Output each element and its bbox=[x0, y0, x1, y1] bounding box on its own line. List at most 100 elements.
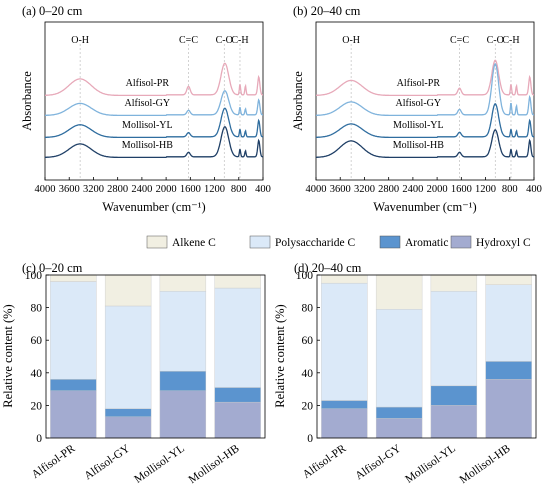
spectrum-alfisol-gy bbox=[45, 90, 263, 117]
band-label-3: C-H bbox=[502, 35, 519, 46]
series-label-mollisol-yl: Mollisol-YL bbox=[393, 120, 444, 131]
bar-alfisol-pr-aromatic-c bbox=[50, 379, 97, 391]
panel-b-spectra bbox=[316, 59, 534, 159]
ftir-panel-a: (a) 0–20 cm O-H C=C C-OC-H Alfisol-PRAlfis… bbox=[20, 4, 271, 214]
bar-mollisol-hb-aromatic-c bbox=[214, 387, 261, 403]
y-tick-label-0: 0 bbox=[307, 433, 313, 445]
panel-c-frame bbox=[45, 274, 266, 439]
bar-panel-c: (c) 0–20 cm 0 20 40 60 80 100 Alfisol-PR Alfis… bbox=[1, 261, 266, 485]
series-label-alfisol-pr: Alfisol-PR bbox=[126, 78, 170, 89]
bar-mollisol-hb-hydroxyl-c bbox=[485, 379, 532, 439]
y-tick-label-40: 40 bbox=[31, 368, 43, 380]
bar-alfisol-pr-hydroxyl-c bbox=[321, 408, 368, 439]
legend-label-hydroxyl: Hydroxyl C bbox=[476, 237, 531, 249]
legend-swatch-alkene bbox=[146, 235, 168, 249]
spectrum-alfisol-gy bbox=[316, 62, 534, 117]
band-label-1: C=C bbox=[179, 35, 198, 46]
legend-label-polysaccharide: Polysaccharide C bbox=[275, 237, 355, 249]
x-tick-label-400: 400 bbox=[526, 184, 542, 195]
bar-mollisol-hb-aromatic-c bbox=[485, 361, 532, 380]
bar-alfisol-gy-hydroxyl-c bbox=[104, 416, 152, 439]
band-label-0: O-H bbox=[342, 35, 360, 46]
bar-mollisol-yl-alkene-c bbox=[430, 274, 478, 292]
x-tick-label-2000: 2000 bbox=[427, 184, 448, 195]
category-label-mollisol-hb: Mollisol-HB bbox=[187, 442, 242, 485]
bar-mollisol-yl-hydroxyl-c bbox=[159, 390, 207, 439]
panel-d-bars bbox=[321, 274, 532, 439]
bar-alfisol-pr-alkene-c bbox=[50, 274, 97, 282]
bar-mollisol-hb-alkene-c bbox=[214, 274, 261, 289]
x-tick-label-4000: 4000 bbox=[35, 184, 56, 195]
series-label-mollisol-hb: Mollisol-HB bbox=[122, 140, 173, 151]
bar-alfisol-pr-aromatic-c bbox=[321, 400, 368, 409]
x-tick-label-800: 800 bbox=[231, 184, 247, 195]
x-tick-label-2000: 2000 bbox=[156, 184, 177, 195]
x-tick-label-800: 800 bbox=[502, 184, 518, 195]
bar-alfisol-pr-polysaccharide-c bbox=[321, 282, 368, 401]
panel-b-series-labels: Alfisol-PR Alfisol-GY Mollisol-YL Mollisol-… bbox=[393, 78, 444, 151]
x-tick-label-4000: 4000 bbox=[306, 184, 327, 195]
bar-mollisol-yl-alkene-c bbox=[159, 274, 207, 292]
legend-swatch-aromatic bbox=[379, 235, 401, 249]
spectrum-mollisol-hb bbox=[45, 126, 263, 159]
y-tick-label-80: 80 bbox=[302, 303, 314, 315]
bar-alfisol-gy-aromatic-c bbox=[104, 408, 152, 418]
band-label-0: O-H bbox=[71, 35, 89, 46]
bar-alfisol-gy-polysaccharide-c bbox=[375, 309, 423, 408]
panel-a-y-label: Absorbance bbox=[20, 71, 34, 131]
y-tick-label-100: 100 bbox=[25, 270, 43, 282]
x-tick-label-1200: 1200 bbox=[475, 184, 496, 195]
legend-label-alkene: Alkene C bbox=[172, 237, 216, 249]
y-tick-label-80: 80 bbox=[31, 303, 43, 315]
category-label-alfisol-pr: Alfisol-PR bbox=[301, 442, 349, 481]
x-tick-label-3200: 3200 bbox=[354, 184, 375, 195]
panel-b-frame bbox=[315, 21, 535, 181]
panel-c-y-ticks: 0 20 40 60 80 100 bbox=[25, 270, 49, 445]
bar-mollisol-yl-aromatic-c bbox=[159, 370, 207, 391]
panel-d-y-label: Relative content (%) bbox=[273, 304, 287, 407]
panel-b-y-label: Absorbance bbox=[291, 71, 305, 131]
spectrum-mollisol-yl bbox=[316, 103, 534, 139]
band-label-3: C-H bbox=[231, 35, 248, 46]
category-label-mollisol-yl: Mollisol-YL bbox=[403, 443, 458, 485]
y-tick-label-0: 0 bbox=[36, 433, 42, 445]
panel-b-band-labels: O-H C=C C-OC-H bbox=[342, 35, 519, 46]
bar-mollisol-yl-polysaccharide-c bbox=[430, 291, 478, 387]
x-tick-label-2400: 2400 bbox=[131, 184, 152, 195]
legend-swatch-polysaccharide bbox=[249, 235, 271, 249]
x-tick-label-1200: 1200 bbox=[204, 184, 225, 195]
band-label-2: C-O bbox=[487, 35, 504, 46]
panel-d-title: (d) 20–40 cm bbox=[294, 261, 362, 275]
y-tick-label-60: 60 bbox=[31, 335, 43, 347]
bar-mollisol-hb-hydroxyl-c bbox=[214, 401, 261, 439]
y-tick-label-100: 100 bbox=[296, 270, 314, 282]
series-label-mollisol-yl: Mollisol-YL bbox=[122, 120, 173, 131]
bar-mollisol-hb-alkene-c bbox=[485, 274, 532, 285]
panel-b-band-guides bbox=[350, 44, 512, 180]
series-label-alfisol-gy: Alfisol-GY bbox=[125, 98, 171, 109]
panel-d-category-labels: Alfisol-PR Alfisol-GY Mollisol-YL Mollisol-… bbox=[301, 442, 513, 485]
category-label-alfisol-gy: Alfisol-GY bbox=[82, 442, 132, 482]
spectrum-mollisol-yl bbox=[45, 107, 263, 139]
x-tick-label-1600: 1600 bbox=[180, 184, 201, 195]
band-label-1: C=C bbox=[450, 35, 469, 46]
band-label-2: C-O bbox=[216, 35, 233, 46]
panel-a-x-ticks: 4000 3600 3200 2800 2400 2000 1600 1200 800 400 bbox=[35, 177, 271, 195]
x-tick-label-400: 400 bbox=[255, 184, 271, 195]
category-label-mollisol-yl: Mollisol-YL bbox=[132, 443, 187, 485]
spectrum-alfisol-pr bbox=[316, 59, 534, 97]
panel-d-y-ticks: 0 20 40 60 80 100 bbox=[296, 270, 320, 445]
x-tick-label-2800: 2800 bbox=[107, 184, 128, 195]
y-tick-label-40: 40 bbox=[302, 368, 314, 380]
bar-alfisol-gy-alkene-c bbox=[104, 274, 152, 307]
ftir-panel-b: (b) 20–40 cm O-H C=C C-OC-H Alfisol-PRAlfi… bbox=[291, 4, 542, 214]
panel-b-x-ticks: 4000 3600 3200 2800 2400 2000 1600 1200 800 400 bbox=[306, 177, 542, 195]
y-tick-label-20: 20 bbox=[31, 400, 43, 412]
bar-alfisol-gy-alkene-c bbox=[375, 274, 423, 310]
panel-a-band-guides bbox=[79, 44, 241, 180]
category-label-alfisol-gy: Alfisol-GY bbox=[353, 442, 403, 482]
panel-b-x-label: Wavenumber (cm⁻¹) bbox=[373, 200, 476, 214]
category-label-mollisol-hb: Mollisol-HB bbox=[458, 442, 513, 485]
bar-mollisol-yl-aromatic-c bbox=[430, 385, 478, 406]
